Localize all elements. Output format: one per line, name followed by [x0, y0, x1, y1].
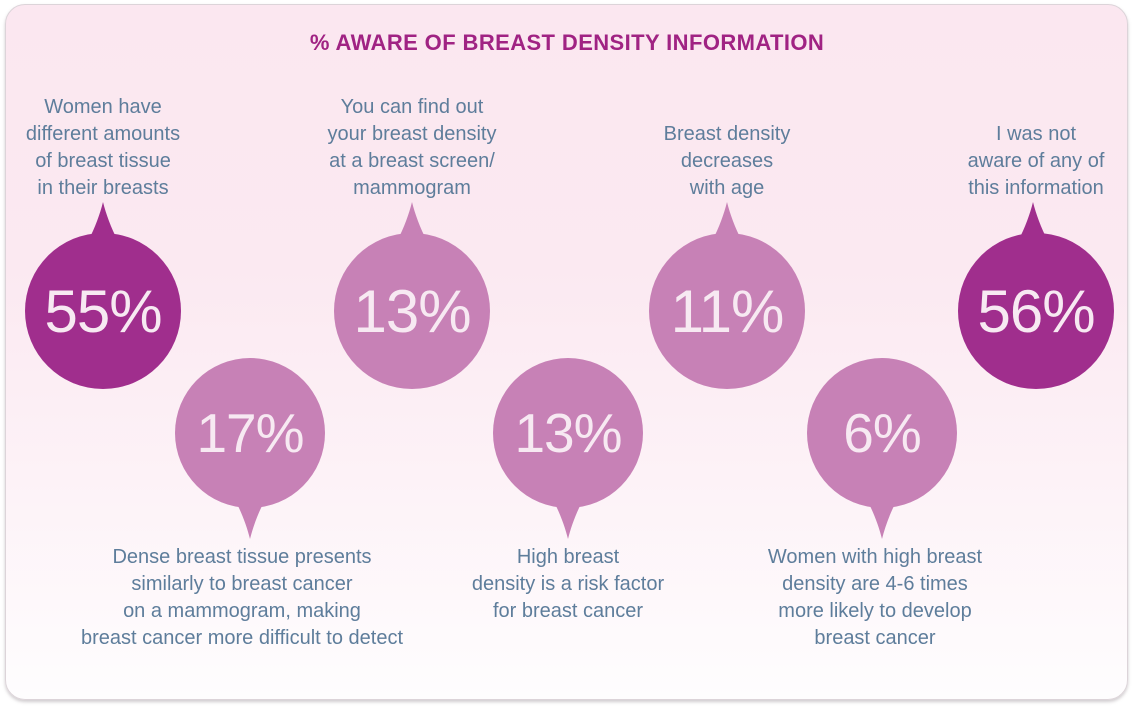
bubble-label: Breast density decreases with age	[607, 121, 847, 202]
label-line: Breast density	[663, 123, 791, 145]
label-line: this information	[968, 177, 1104, 199]
pointer-tail-icon	[710, 201, 744, 241]
label-line: High breast	[516, 546, 620, 568]
pointer-tail-icon	[233, 500, 267, 540]
label-line: your breast density	[327, 123, 497, 145]
bubble-circle: 13%	[334, 233, 490, 389]
bubble-label: I was not aware of any of this informati…	[911, 121, 1134, 202]
label-line: at a breast screen/	[329, 150, 495, 172]
pointer-tail-icon	[86, 201, 120, 241]
label-line: more likely to develop	[778, 600, 972, 622]
bubble-label: Women have different amounts of breast t…	[0, 94, 218, 202]
label-line: on a mammogram, making	[123, 600, 361, 622]
label-line: in their breasts	[37, 177, 169, 199]
label-line: of breast tissue	[35, 150, 171, 172]
bubble-circle: 6%	[807, 358, 957, 508]
bubble-circle: 55%	[25, 233, 181, 389]
bubble-circle: 56%	[958, 233, 1114, 389]
pointer-tail-icon	[395, 201, 429, 241]
bubble-value: 55%	[44, 277, 162, 345]
bubble-value: 11%	[670, 277, 785, 345]
bubble-label: You can find out your breast density at …	[282, 94, 542, 202]
label-line: for breast cancer	[492, 600, 644, 622]
label-line: mammogram	[353, 177, 471, 199]
label-line: Women have	[44, 96, 162, 118]
label-line: You can find out	[340, 96, 484, 118]
bubble-value: 13%	[514, 402, 622, 464]
bubble-label: Dense breast tissue presents similarly t…	[42, 544, 442, 652]
label-line: different amounts	[25, 123, 181, 145]
bubble-circle: 13%	[493, 358, 643, 508]
label-line: density are 4-6 times	[782, 573, 968, 595]
label-line: Dense breast tissue presents	[112, 546, 372, 568]
label-line: breast cancer more difficult to detect	[80, 627, 403, 649]
chart-title: % AWARE OF BREAST DENSITY INFORMATION	[309, 30, 825, 55]
pointer-tail-icon	[865, 500, 899, 540]
bubble-circle: 11%	[649, 233, 805, 389]
bubble-value: 6%	[843, 402, 921, 464]
label-line: with age	[689, 177, 765, 199]
bubble-label: Women with high breast density are 4-6 t…	[710, 544, 1040, 652]
label-line: decreases	[680, 150, 774, 172]
label-line: Women with high breast	[767, 546, 983, 568]
pointer-tail-icon	[1016, 201, 1050, 241]
bubble-value: 17%	[196, 402, 304, 464]
label-line: breast cancer	[814, 627, 936, 649]
bubble-circle: 17%	[175, 358, 325, 508]
infographic-card	[5, 4, 1128, 700]
label-line: aware of any of	[967, 150, 1105, 172]
bubble-value: 56%	[977, 277, 1095, 345]
bubble-value: 13%	[353, 277, 471, 345]
label-line: density is a risk factor	[471, 573, 665, 595]
pointer-tail-icon	[551, 500, 585, 540]
bubble-label: High breast density is a risk factor for…	[418, 544, 718, 625]
label-line: similarly to breast cancer	[131, 573, 353, 595]
label-line: I was not	[995, 123, 1077, 145]
